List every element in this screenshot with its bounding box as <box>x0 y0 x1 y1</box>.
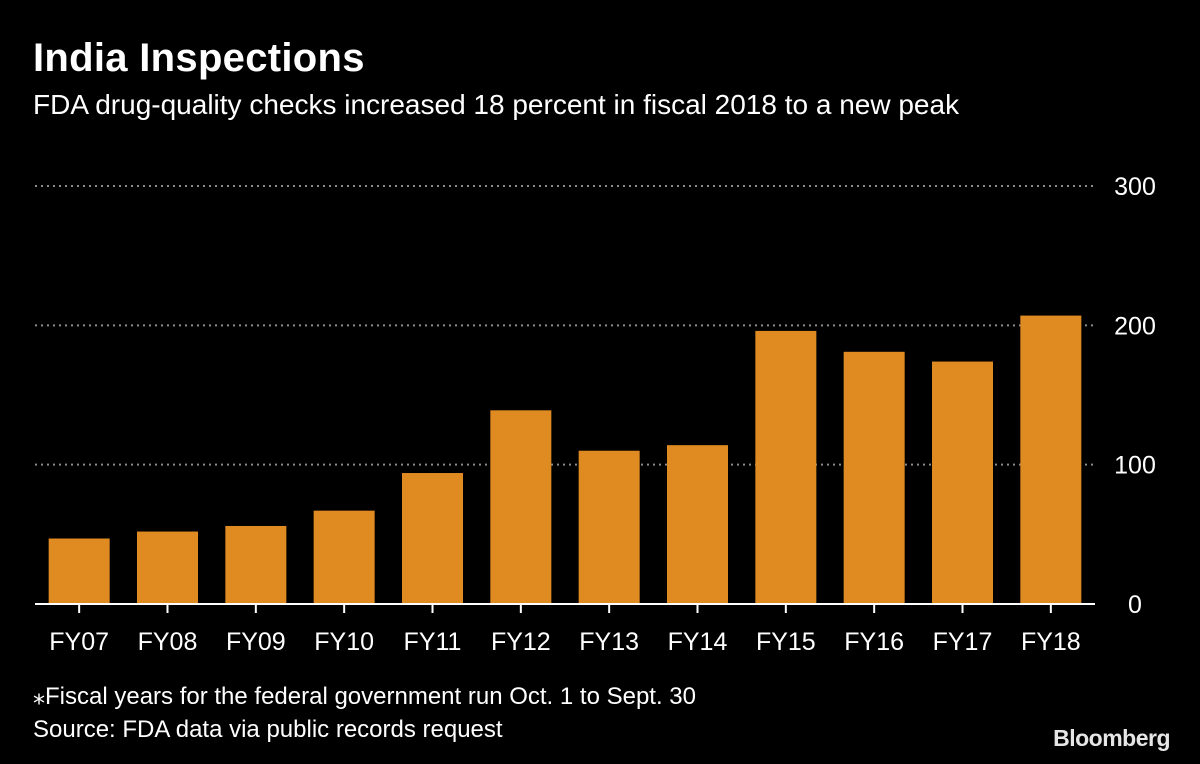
bar <box>578 450 640 604</box>
y-tick-label: 0 <box>1128 591 1142 619</box>
bar <box>137 531 198 604</box>
bar <box>667 445 728 604</box>
x-tick-label: FY10 <box>314 628 374 656</box>
bar <box>225 525 287 604</box>
bar <box>48 538 110 604</box>
bar <box>1020 315 1082 604</box>
bloomberg-logo: Bloomberg <box>1053 725 1170 751</box>
x-tick-label: FY17 <box>933 628 993 656</box>
x-tick-label: FY18 <box>1021 628 1081 656</box>
source-note: Source: FDA data via public records requ… <box>33 716 503 743</box>
x-tick-label: FY14 <box>668 628 728 656</box>
bar <box>490 410 552 604</box>
x-tick-label: FY07 <box>49 628 109 656</box>
x-tick-label: FY13 <box>579 628 639 656</box>
x-tick-label: FY11 <box>404 628 462 656</box>
bar <box>755 330 817 604</box>
footnote-block: ⁎Fiscal years for the federal government… <box>33 680 696 746</box>
bar <box>843 351 905 604</box>
bar <box>932 361 993 604</box>
bar-chart: 0 100 200 300 FY07 FY08 FY09 FY10 FY11 FY12 FY13 FY… <box>35 173 1156 656</box>
chart-title: India Inspections <box>33 36 365 80</box>
y-tick-label: 100 <box>1114 452 1156 480</box>
fiscal-year-note: ⁎Fiscal years for the federal government… <box>33 683 696 710</box>
chart-subtitle: FDA drug-quality checks increased 18 per… <box>33 89 960 120</box>
x-tick-label: FY08 <box>138 628 198 656</box>
y-tick-label: 300 <box>1114 173 1156 201</box>
x-tick-label: FY15 <box>756 628 816 656</box>
x-tick-label: FY16 <box>844 628 904 656</box>
x-tick-label: FY09 <box>226 628 286 656</box>
y-tick-label: 200 <box>1114 312 1156 340</box>
bar <box>313 510 375 604</box>
x-tick-label: FY12 <box>491 628 551 656</box>
bar <box>402 473 463 604</box>
